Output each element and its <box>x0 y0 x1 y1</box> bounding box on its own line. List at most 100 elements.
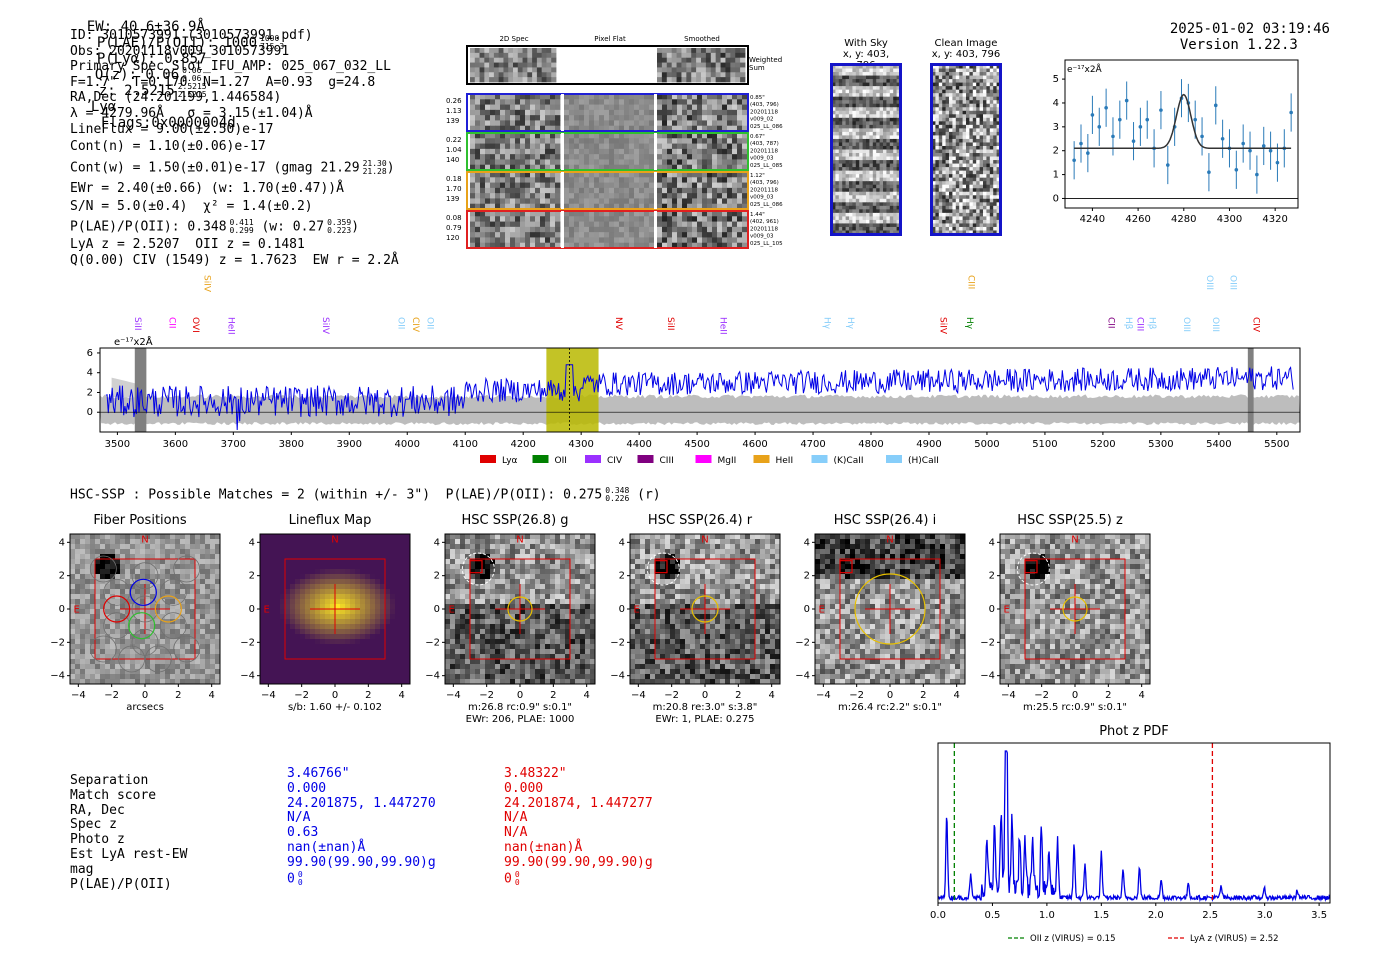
noise-cell <box>672 133 678 139</box>
pixel <box>935 145 940 150</box>
pixel <box>942 188 946 193</box>
noise-cell <box>735 57 741 63</box>
noise-cell <box>619 211 625 217</box>
noise-cell <box>692 99 698 105</box>
pixel <box>959 167 963 172</box>
noise-cell <box>470 99 476 105</box>
pixel <box>855 142 860 147</box>
pixel <box>80 639 86 645</box>
pixel <box>155 619 161 625</box>
noise-cell <box>639 143 645 150</box>
pixel <box>200 544 206 550</box>
pixel <box>869 167 874 172</box>
noise-cell <box>644 232 650 238</box>
pixel <box>210 599 216 605</box>
pixel <box>966 145 970 150</box>
cutout-col-label: 2D Spec <box>499 35 528 43</box>
pixel <box>215 664 221 670</box>
pixel <box>95 584 101 590</box>
pixel <box>175 569 181 575</box>
spectral-line-label: Hγ <box>845 317 855 330</box>
noise-cell <box>712 187 718 194</box>
clean-label: Clean Image x, y: 403, 796 <box>929 38 1003 60</box>
pixel <box>976 205 980 210</box>
noise-cell <box>485 177 491 183</box>
pixel <box>855 223 860 228</box>
pixel <box>876 226 880 231</box>
pixel <box>150 559 156 565</box>
pixel <box>966 82 970 87</box>
noise-cell <box>485 226 491 233</box>
pixel <box>862 124 867 129</box>
pixel <box>125 569 131 575</box>
noise-cell <box>550 99 556 105</box>
noise-cell <box>475 104 481 111</box>
pixel <box>883 226 887 231</box>
noise-cell <box>541 62 547 68</box>
pixel <box>866 138 870 143</box>
pixel <box>959 145 963 150</box>
noise-cell <box>614 242 620 249</box>
pixel <box>949 181 953 186</box>
pixel <box>100 574 106 580</box>
noise-cell <box>569 154 575 160</box>
noise-cell <box>639 172 645 178</box>
noise-cell <box>722 164 728 171</box>
pixel <box>195 664 201 670</box>
pixel <box>120 624 126 630</box>
pixel <box>170 554 176 560</box>
pixel <box>979 191 984 196</box>
pixel <box>85 674 91 680</box>
noise-cell <box>594 138 600 144</box>
pixel <box>105 589 111 595</box>
noise-cell <box>495 148 501 155</box>
noise-cell <box>505 164 511 171</box>
pixel <box>993 68 997 73</box>
noise-cell <box>564 187 570 194</box>
pixel <box>185 649 191 655</box>
pixel <box>859 195 863 200</box>
pixel <box>120 579 126 585</box>
pixel <box>855 86 860 91</box>
noise-cell <box>584 138 590 144</box>
noise-cell <box>614 99 620 105</box>
pixel <box>993 184 997 189</box>
pixel <box>175 609 181 615</box>
pixel <box>993 219 997 224</box>
noise-cell <box>550 182 556 189</box>
pixel <box>150 534 156 540</box>
pixel <box>180 584 186 590</box>
pixel <box>215 629 221 635</box>
noise-cell <box>490 203 496 210</box>
pixel <box>835 209 840 214</box>
pixel <box>955 226 960 231</box>
zoom-point <box>1131 139 1136 143</box>
pixel <box>983 177 987 182</box>
pixel <box>996 216 1001 221</box>
pixel <box>935 156 940 161</box>
pixel <box>983 205 987 210</box>
pixel <box>115 629 121 635</box>
noise-cell <box>644 154 650 160</box>
noise-cell <box>692 115 698 121</box>
pixel <box>165 554 171 560</box>
noise-cell <box>490 216 496 222</box>
noise-cell <box>619 203 625 210</box>
pixel <box>886 216 891 221</box>
noise-cell <box>614 216 620 222</box>
noise-cell <box>662 237 668 244</box>
pixel <box>869 205 874 210</box>
pixel <box>150 674 156 680</box>
pixel <box>979 131 984 136</box>
pixel <box>105 544 111 550</box>
pixel <box>952 82 957 87</box>
pixel <box>110 554 116 560</box>
noise-cell <box>634 99 640 105</box>
pixel <box>932 124 936 129</box>
pixel <box>879 75 884 80</box>
pixel <box>859 191 863 196</box>
pixel <box>835 205 840 210</box>
north-label: N <box>141 534 148 545</box>
pixel <box>886 114 891 119</box>
noise-cell <box>629 226 635 233</box>
